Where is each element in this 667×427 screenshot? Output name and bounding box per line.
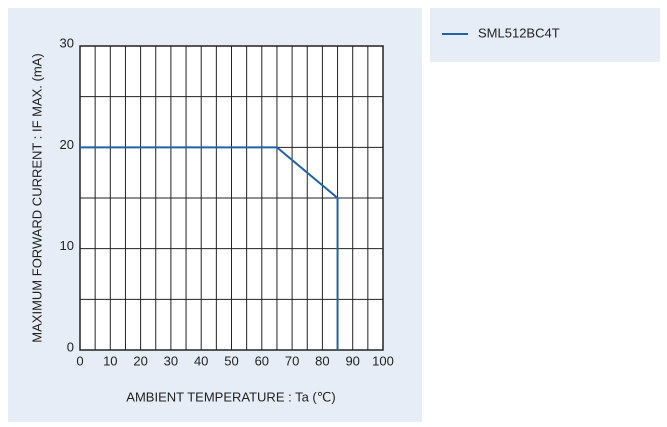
data-line [80, 146, 339, 350]
x-tick-label: 10 [103, 353, 117, 368]
y-tick-label: 10 [60, 238, 74, 253]
y-tick-label: 0 [67, 339, 74, 354]
plot-frame [79, 45, 384, 351]
x-tick-label: 40 [194, 353, 208, 368]
x-tick-label: 70 [285, 353, 299, 368]
x-tick-label: 90 [345, 353, 359, 368]
x-tick-label: 50 [224, 353, 238, 368]
legend-label: SML512BC4T [478, 25, 560, 40]
y-tick-label: 30 [60, 35, 74, 50]
x-tick-label: 60 [255, 353, 269, 368]
legend-panel [430, 8, 660, 62]
x-tick-label: 20 [133, 353, 147, 368]
y-axis-label: MAXIMUM FORWARD CURRENT : IF MAX. (mA) [29, 53, 44, 342]
x-tick-label: 100 [372, 353, 394, 368]
x-tick-label: 30 [164, 353, 178, 368]
x-tick-label: 0 [76, 353, 83, 368]
x-tick-label: 80 [315, 353, 329, 368]
x-axis-label: AMBIENT TEMPERATURE : Ta (℃) [126, 389, 335, 404]
y-tick-label: 20 [60, 137, 74, 152]
